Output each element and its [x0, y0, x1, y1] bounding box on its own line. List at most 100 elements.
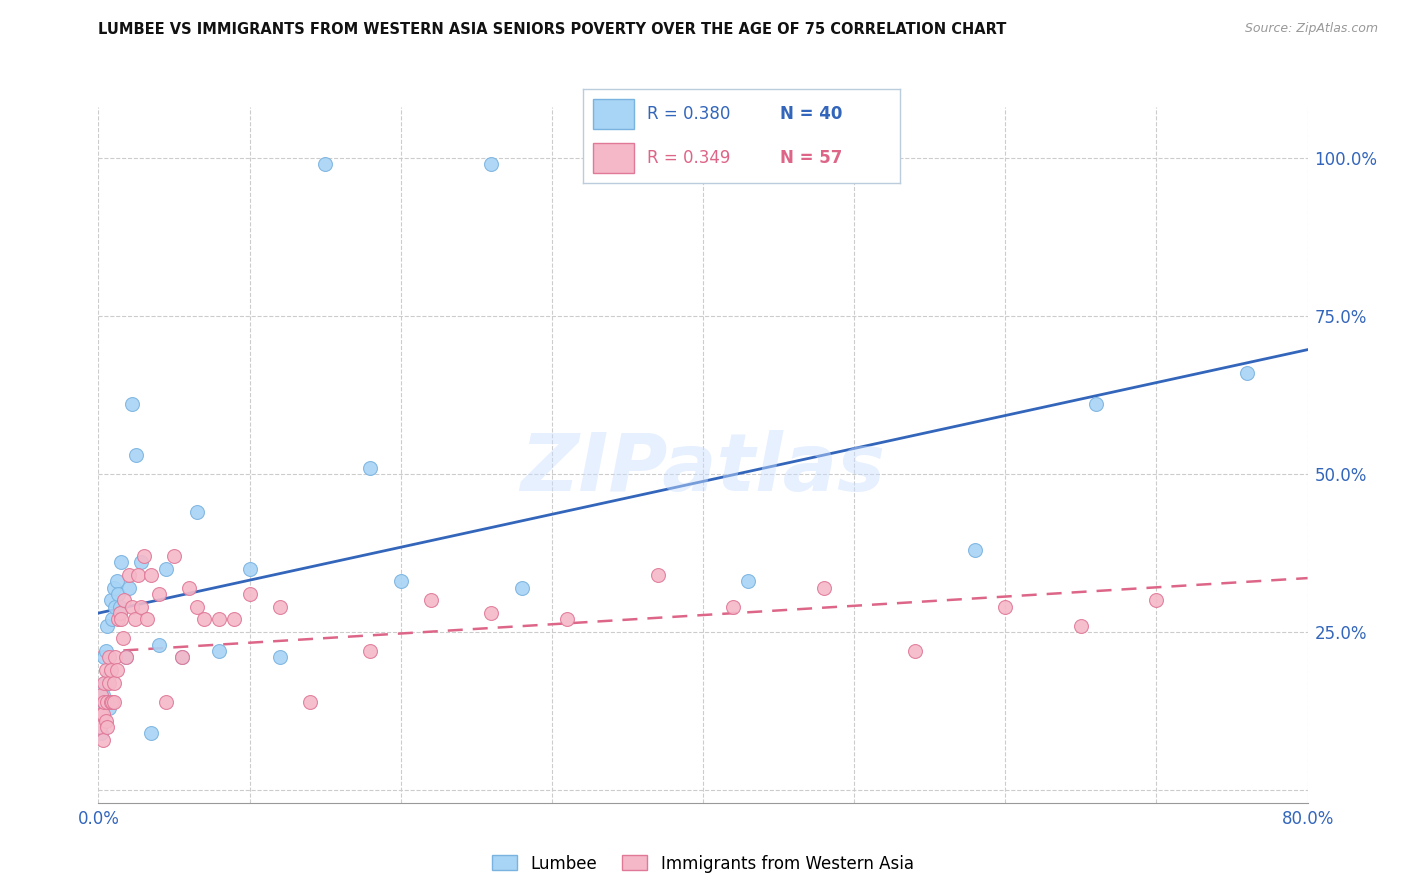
Point	[107, 612, 129, 626]
Text: R = 0.349: R = 0.349	[647, 149, 730, 167]
Text: LUMBEE VS IMMIGRANTS FROM WESTERN ASIA SENIORS POVERTY OVER THE AGE OF 75 CORREL: LUMBEE VS IMMIGRANTS FROM WESTERN ASIA S…	[98, 22, 1007, 37]
Point	[114, 650, 136, 665]
Point	[98, 669, 121, 683]
Point	[90, 707, 112, 722]
Point	[208, 612, 231, 626]
Point	[89, 720, 111, 734]
Point	[107, 587, 129, 601]
Point	[239, 562, 262, 576]
Point	[104, 599, 127, 614]
Point	[208, 644, 231, 658]
Point	[224, 612, 246, 626]
Point	[111, 632, 134, 646]
Point	[148, 587, 170, 601]
Point	[186, 505, 208, 519]
Point	[647, 568, 669, 582]
Point	[91, 707, 114, 722]
Point	[94, 644, 117, 658]
Point	[127, 568, 149, 582]
Point	[100, 593, 122, 607]
Point	[90, 726, 112, 740]
Point	[510, 581, 533, 595]
Point	[103, 695, 125, 709]
Point	[129, 556, 152, 570]
Point	[135, 612, 157, 626]
Point	[98, 701, 121, 715]
Point	[101, 612, 124, 626]
Point	[170, 650, 193, 665]
Point	[124, 612, 146, 626]
Point	[93, 675, 115, 690]
Point	[163, 549, 186, 563]
Text: N = 40: N = 40	[779, 104, 842, 122]
Point	[96, 618, 118, 632]
Point	[1144, 593, 1167, 607]
Point	[114, 650, 136, 665]
Legend: Lumbee, Immigrants from Western Asia: Lumbee, Immigrants from Western Asia	[485, 848, 921, 880]
Point	[141, 568, 163, 582]
Point	[105, 663, 128, 677]
Point	[93, 695, 115, 709]
Point	[737, 574, 759, 589]
Point	[94, 675, 117, 690]
Point	[239, 587, 262, 601]
Point	[118, 581, 141, 595]
Point	[103, 581, 125, 595]
Point	[101, 695, 124, 709]
Point	[121, 599, 143, 614]
Point	[100, 695, 122, 709]
Point	[103, 675, 125, 690]
Point	[132, 549, 155, 563]
Point	[110, 612, 132, 626]
Point	[108, 599, 131, 614]
Point	[481, 606, 503, 620]
Point	[141, 726, 163, 740]
Point	[98, 675, 121, 690]
Point	[100, 663, 122, 677]
Point	[118, 568, 141, 582]
Text: Source: ZipAtlas.com: Source: ZipAtlas.com	[1244, 22, 1378, 36]
FancyBboxPatch shape	[593, 143, 634, 173]
Point	[129, 599, 152, 614]
Point	[105, 574, 128, 589]
Point	[98, 650, 121, 665]
Point	[389, 574, 412, 589]
Point	[555, 612, 578, 626]
Point	[360, 460, 382, 475]
Point	[170, 650, 193, 665]
Point	[108, 606, 131, 620]
Point	[994, 599, 1017, 614]
Point	[155, 695, 177, 709]
Point	[148, 638, 170, 652]
Text: R = 0.380: R = 0.380	[647, 104, 730, 122]
Point	[1070, 618, 1092, 632]
Point	[965, 542, 987, 557]
Point	[125, 448, 148, 462]
Point	[155, 562, 177, 576]
Point	[193, 612, 215, 626]
Point	[121, 397, 143, 411]
FancyBboxPatch shape	[593, 98, 634, 129]
Point	[1236, 366, 1258, 380]
Point	[269, 599, 291, 614]
Point	[179, 581, 201, 595]
Point	[94, 714, 117, 728]
Point	[112, 593, 135, 607]
Point	[90, 688, 112, 702]
Point	[93, 650, 115, 665]
Text: N = 57: N = 57	[779, 149, 842, 167]
Point	[269, 650, 291, 665]
Point	[420, 593, 443, 607]
Point	[91, 688, 114, 702]
Point	[96, 720, 118, 734]
Point	[723, 599, 745, 614]
Point	[360, 644, 382, 658]
Point	[904, 644, 927, 658]
Point	[89, 681, 111, 696]
Point	[1085, 397, 1108, 411]
Text: ZIPatlas: ZIPatlas	[520, 430, 886, 508]
Point	[299, 695, 322, 709]
Point	[186, 599, 208, 614]
Point	[96, 695, 118, 709]
Point	[91, 732, 114, 747]
